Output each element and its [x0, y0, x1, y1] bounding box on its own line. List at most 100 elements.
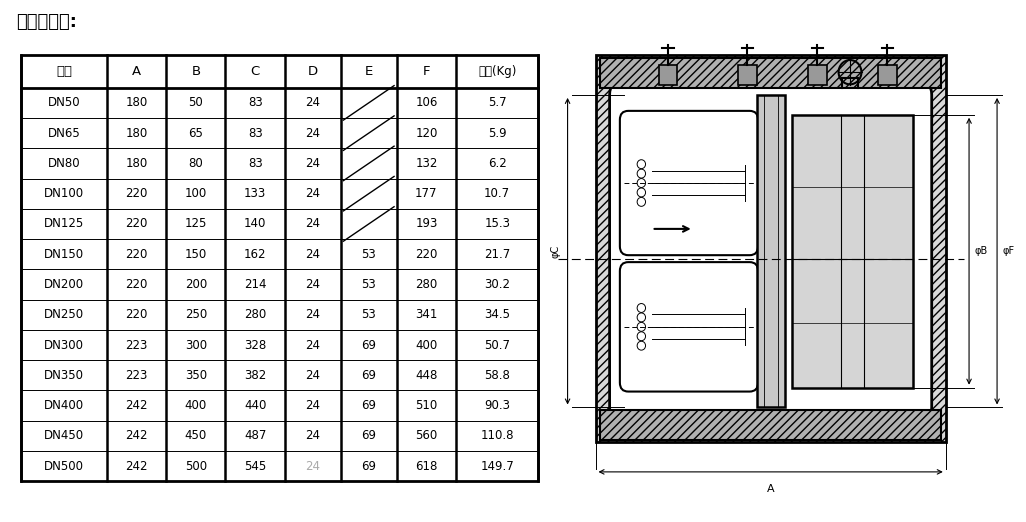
- Text: φF: φF: [1002, 246, 1015, 256]
- Text: 341: 341: [416, 309, 438, 321]
- Text: 132: 132: [416, 157, 438, 170]
- Text: 280: 280: [244, 309, 267, 321]
- Text: 24: 24: [306, 248, 320, 260]
- Text: 65: 65: [189, 127, 203, 139]
- Text: A: A: [766, 484, 775, 494]
- Text: 尺寸重量表:: 尺寸重量表:: [15, 13, 77, 31]
- Text: 162: 162: [244, 248, 267, 260]
- Text: 15.3: 15.3: [484, 218, 510, 230]
- Text: 83: 83: [247, 157, 263, 170]
- Text: 618: 618: [416, 460, 438, 472]
- Text: 223: 223: [125, 369, 148, 382]
- Text: 440: 440: [244, 399, 267, 412]
- Text: E: E: [364, 65, 372, 78]
- Text: D: D: [308, 65, 318, 78]
- Text: 150: 150: [185, 248, 207, 260]
- Text: 50.7: 50.7: [484, 339, 510, 351]
- Text: 24: 24: [306, 369, 320, 382]
- Bar: [22, 55, 539, 481]
- Text: 83: 83: [247, 97, 263, 109]
- Text: B: B: [191, 65, 200, 78]
- FancyBboxPatch shape: [609, 80, 932, 422]
- Bar: [878, 65, 897, 85]
- FancyBboxPatch shape: [620, 111, 758, 255]
- Text: 30.2: 30.2: [484, 278, 510, 291]
- Text: DN400: DN400: [44, 399, 84, 412]
- Text: 382: 382: [244, 369, 267, 382]
- Text: 69: 69: [361, 399, 377, 412]
- Text: 200: 200: [185, 278, 207, 291]
- Text: DN250: DN250: [44, 309, 84, 321]
- Text: 58.8: 58.8: [484, 369, 510, 382]
- Text: 5.9: 5.9: [488, 127, 507, 139]
- Text: 24: 24: [306, 127, 320, 139]
- Text: 24: 24: [306, 309, 320, 321]
- Text: 250: 250: [185, 309, 207, 321]
- Text: 53: 53: [361, 309, 377, 321]
- Text: 177: 177: [416, 187, 438, 200]
- Text: 24: 24: [306, 187, 320, 200]
- Text: 220: 220: [125, 309, 148, 321]
- Text: 10.7: 10.7: [484, 187, 510, 200]
- Text: DN150: DN150: [44, 248, 84, 260]
- Text: 120: 120: [416, 127, 438, 139]
- Text: 510: 510: [416, 399, 437, 412]
- Text: 214: 214: [244, 278, 267, 291]
- Text: 487: 487: [244, 430, 267, 442]
- Text: 300: 300: [185, 339, 207, 351]
- Text: 400: 400: [416, 339, 437, 351]
- Bar: [600, 410, 941, 440]
- Text: 69: 69: [361, 430, 377, 442]
- Text: DN450: DN450: [44, 430, 84, 442]
- Text: 100: 100: [185, 187, 207, 200]
- Text: 450: 450: [185, 430, 207, 442]
- Text: 69: 69: [361, 339, 377, 351]
- Text: 180: 180: [125, 97, 148, 109]
- Text: 尺寸: 尺寸: [56, 65, 72, 78]
- Text: 242: 242: [125, 399, 148, 412]
- Text: 21.7: 21.7: [484, 248, 510, 260]
- Text: 90.3: 90.3: [484, 399, 510, 412]
- Bar: [600, 58, 941, 88]
- Text: 133: 133: [244, 187, 267, 200]
- Text: 350: 350: [185, 369, 207, 382]
- FancyBboxPatch shape: [620, 262, 758, 392]
- Text: 223: 223: [125, 339, 148, 351]
- Text: 24: 24: [306, 399, 320, 412]
- Text: 328: 328: [244, 339, 267, 351]
- Text: 220: 220: [125, 187, 148, 200]
- Text: 500: 500: [185, 460, 207, 472]
- Text: 6.2: 6.2: [487, 157, 507, 170]
- Text: 448: 448: [416, 369, 438, 382]
- Text: 180: 180: [125, 127, 148, 139]
- Text: 53: 53: [361, 278, 377, 291]
- Text: 180: 180: [125, 157, 148, 170]
- Text: DN65: DN65: [48, 127, 80, 139]
- Text: 69: 69: [361, 460, 377, 472]
- Text: 220: 220: [416, 248, 438, 260]
- Text: 34.5: 34.5: [484, 309, 510, 321]
- Text: 24: 24: [306, 97, 320, 109]
- Text: DN100: DN100: [44, 187, 84, 200]
- Text: φB: φB: [974, 246, 987, 256]
- Text: DN50: DN50: [48, 97, 80, 109]
- Bar: [792, 115, 913, 387]
- Text: A: A: [132, 65, 142, 78]
- Text: DN500: DN500: [44, 460, 84, 472]
- Bar: [808, 65, 827, 85]
- Text: 149.7: 149.7: [480, 460, 514, 472]
- Bar: [659, 65, 677, 85]
- Bar: [756, 95, 785, 407]
- Text: 220: 220: [125, 278, 148, 291]
- Text: 50: 50: [189, 97, 203, 109]
- Text: 5.7: 5.7: [488, 97, 507, 109]
- Text: 53: 53: [361, 248, 377, 260]
- Text: DN200: DN200: [44, 278, 84, 291]
- Text: 24: 24: [306, 430, 320, 442]
- Text: 69: 69: [361, 369, 377, 382]
- Text: 560: 560: [416, 430, 437, 442]
- Text: 80: 80: [189, 157, 203, 170]
- Text: 193: 193: [416, 218, 438, 230]
- Text: DN80: DN80: [48, 157, 80, 170]
- Text: DN125: DN125: [44, 218, 84, 230]
